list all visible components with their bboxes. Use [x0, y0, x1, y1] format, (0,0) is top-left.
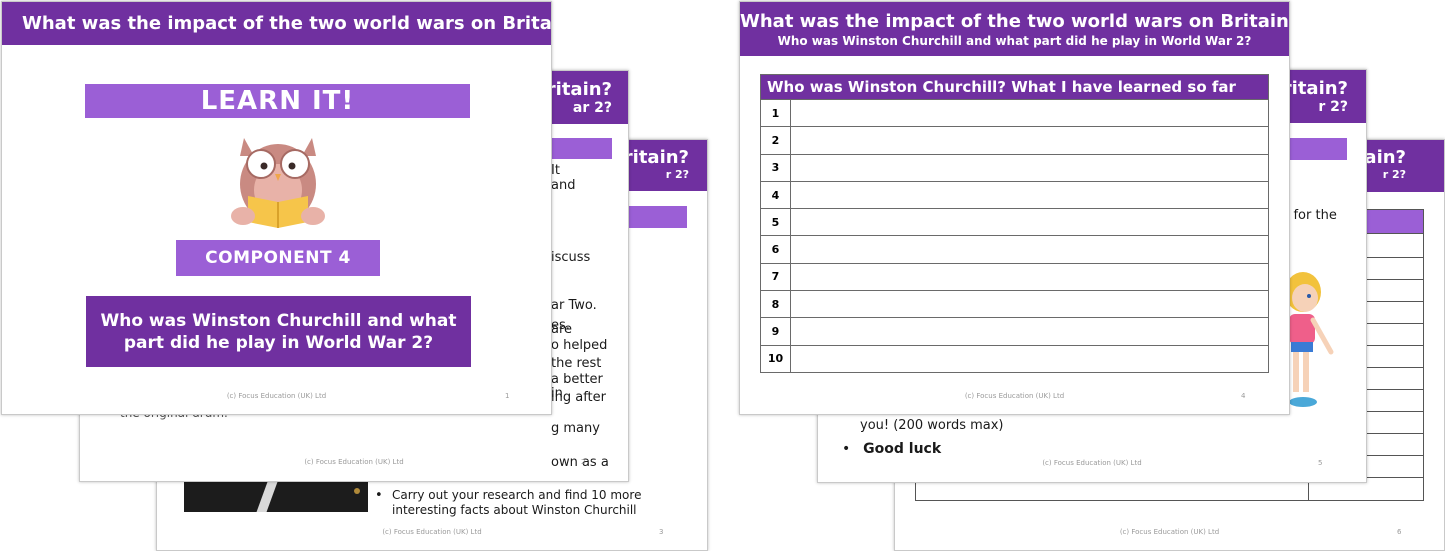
row-number: 7	[760, 262, 791, 292]
slide-4[interactable]: What was the impact of the two world war…	[739, 1, 1290, 415]
slide-2-subtitle: ar 2?	[572, 100, 612, 116]
slide-2-title: ritain?	[546, 79, 612, 100]
slide-4-footer: (c) Focus Education (UK) Ltd	[964, 392, 1065, 400]
table-row: 2	[760, 126, 1269, 155]
answer-cell[interactable]	[790, 235, 1269, 264]
slide-5-side-text: r for the	[1284, 208, 1337, 223]
slide-5-bullet: • Good luck	[842, 441, 942, 457]
slide-2-fragment: are	[551, 322, 573, 337]
table-row: 1	[760, 98, 1269, 128]
slide-1-header: What was the impact of the two world war…	[2, 2, 551, 45]
table-row: 9	[760, 317, 1269, 346]
owl-reading-book-icon	[231, 138, 325, 228]
table-header: Who was Winston Churchill? What I have l…	[760, 74, 1269, 100]
row-number: 4	[760, 180, 791, 210]
slide-3-bullet: • Carry out your research and find 10 mo…	[375, 488, 642, 517]
slide-4-header: What was the impact of the two world war…	[740, 2, 1289, 56]
slide-4-subtitle: Who was Winston Churchill and what part …	[777, 34, 1252, 48]
slide-2-fragment: It	[551, 163, 560, 178]
slide-1-title: What was the impact of the two world war…	[22, 13, 551, 34]
slide-2-fragment: a better	[551, 372, 603, 387]
question-box: Who was Winston Churchill and what part …	[86, 296, 471, 367]
slide-2-fragment: ing after	[551, 390, 606, 405]
slide-1-page-number: 1	[505, 392, 510, 400]
cartoon-girl-icon	[1285, 272, 1334, 407]
component-label: COMPONENT 4	[176, 240, 380, 276]
table-row: 5	[760, 208, 1269, 237]
churchill-photo	[184, 482, 368, 512]
answer-cell[interactable]	[790, 262, 1269, 292]
row-number: 3	[760, 153, 791, 182]
answer-cell[interactable]	[790, 153, 1269, 182]
table-row: 6	[760, 235, 1269, 264]
slide-5-body-text: you! (200 words max)	[860, 418, 1004, 433]
answer-cell[interactable]	[790, 126, 1269, 155]
slide-5-subtitle: r 2?	[1318, 99, 1348, 115]
answer-cell[interactable]	[790, 317, 1269, 346]
answer-cell[interactable]	[790, 180, 1269, 210]
slide-2-fragment: in	[551, 386, 563, 401]
slide-5-title: ritain?	[1282, 78, 1348, 99]
slide-4-title: What was the impact of the two world war…	[740, 11, 1289, 32]
slide-2-fragment: g many	[551, 421, 600, 436]
slide-5-bar	[1277, 138, 1347, 160]
slide-2-fragment: ar Two.	[551, 298, 597, 313]
table-row: 4	[760, 180, 1269, 210]
slide-2-fragment: o helped	[551, 338, 608, 353]
slide-5-page-number: 5	[1318, 459, 1323, 467]
slide-1-footer: (c) Focus Education (UK) Ltd	[226, 392, 327, 400]
row-number: 2	[760, 126, 791, 155]
answer-cell[interactable]	[790, 344, 1269, 373]
slide-6-page-number: 6	[1397, 528, 1402, 536]
slide-3-subtitle: r 2?	[665, 168, 689, 181]
row-number: 6	[760, 235, 791, 264]
answer-cell[interactable]	[790, 290, 1269, 319]
table-row: 10	[760, 344, 1269, 373]
row-number: 8	[760, 290, 791, 319]
row-number: 9	[760, 317, 791, 346]
slide-6-subtitle: r 2?	[1382, 168, 1406, 181]
slide-6-footer: (c) Focus Education (UK) Ltd	[1119, 528, 1220, 536]
slide-2-footer: (c) Focus Education (UK) Ltd	[304, 458, 404, 466]
slide-5-footer: (c) Focus Education (UK) Ltd	[1042, 459, 1142, 467]
slide-2-fragment: the rest	[551, 356, 602, 371]
table-row: 3	[760, 153, 1269, 182]
slide-2-page-number: 2	[581, 458, 586, 466]
question-text: Who was Winston Churchill and what part …	[100, 310, 457, 353]
slide-2-fragment: own as a	[551, 455, 609, 470]
answer-cell[interactable]	[790, 98, 1269, 128]
table-row: 8	[760, 290, 1269, 319]
slide-1[interactable]: What was the impact of the two world war…	[1, 1, 552, 415]
slide-2-fragment: and	[551, 178, 576, 193]
row-number: 10	[760, 344, 791, 373]
slide-2-fragment: es.	[551, 318, 570, 333]
slide-3-title: ritain?	[623, 147, 689, 168]
slide-2-fragment: iscuss	[551, 250, 591, 265]
slide-2-bar	[540, 138, 612, 159]
table-row: 7	[760, 262, 1269, 292]
row-number: 5	[760, 208, 791, 237]
slide-3-page-number: 3	[659, 528, 664, 536]
answer-cell[interactable]	[790, 208, 1269, 237]
learn-it-banner: LEARN IT!	[85, 84, 470, 118]
slide-3-footer: (c) Focus Education (UK) Ltd	[382, 528, 482, 536]
learned-table: Who was Winston Churchill? What I have l…	[760, 74, 1269, 373]
table-header-row: Who was Winston Churchill? What I have l…	[760, 74, 1269, 100]
row-number: 1	[760, 98, 791, 128]
slide-4-page-number: 4	[1241, 392, 1246, 400]
